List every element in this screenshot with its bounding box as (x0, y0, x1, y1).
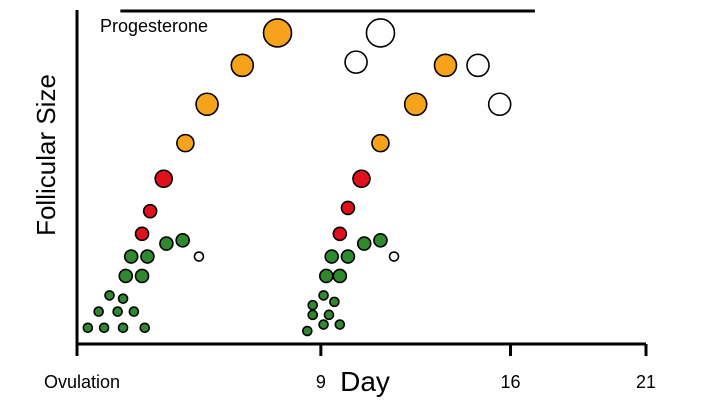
wave2-follicle-green (323, 309, 335, 321)
wave2-follicle-green (356, 236, 372, 251)
wave1-follicle-green (93, 306, 104, 317)
wave2-follicle-orange (403, 92, 428, 117)
wave1-follicle-green (175, 233, 190, 248)
wave1-follicle-green (134, 268, 150, 284)
wave2-follicle-green (332, 268, 348, 284)
wave1-follicle-red (142, 203, 158, 219)
wave2-follicle-green (302, 325, 313, 337)
wave2-follicle-green (318, 268, 334, 284)
wave2-follicle-orange (371, 133, 390, 153)
wave2-follicle-white (388, 251, 400, 262)
wave1-follicle-green (112, 306, 123, 317)
wave1-follicle-white (365, 18, 396, 48)
wave1-follicle-green (139, 322, 151, 334)
wave2-follicle-green (373, 233, 388, 248)
wave1-follicle-orange (230, 53, 255, 78)
wave2-follicle-red (332, 226, 348, 242)
wave1-follicle-green (128, 306, 140, 317)
x-tick-label: 9 (316, 372, 326, 392)
wave2-follicle-green (329, 296, 340, 308)
wave2-follicle-green (340, 249, 356, 264)
wave1-follicle-green (98, 322, 110, 334)
wave2-follicle-green (334, 319, 346, 330)
wave1-follicle-green (82, 322, 94, 334)
wave1-follicle-red (154, 169, 174, 189)
wave1-follicle-green (123, 249, 139, 264)
wave1-follicle-green (104, 290, 115, 301)
wave1-follicle-green (159, 236, 174, 251)
wave1-follicle-green (117, 293, 129, 304)
wave2-follicle-red (352, 169, 371, 189)
x-axis-title: Day (340, 366, 390, 397)
x-tick-label: 16 (501, 372, 521, 392)
x-tick-label: 21 (636, 372, 656, 392)
wave1-follicle-white (344, 50, 368, 74)
wave2-follicle-green (307, 299, 319, 311)
wave2-follicle-green (307, 309, 319, 321)
wave2-follicle-green (318, 319, 329, 330)
wave2-follicle-green (324, 249, 339, 264)
x-tick-label: Ovulation (44, 372, 120, 392)
wave2-follicle-white (466, 53, 490, 78)
wave1-follicle-white (193, 251, 205, 262)
wave1-follicle-green (117, 322, 129, 334)
wave1-follicle-orange (195, 92, 219, 117)
wave1-follicle-red (134, 226, 150, 242)
wave2-follicle-green (318, 290, 329, 301)
y-axis-title: Follicular Size (31, 74, 61, 236)
wave2-follicle-white (487, 92, 512, 117)
wave1-follicle-orange (262, 18, 293, 48)
wave2-follicle-red (340, 200, 356, 216)
follicle-dots (82, 18, 512, 337)
wave1-follicle-green (118, 268, 134, 284)
x-axis-ticks: Ovulation 9 16 21 (44, 344, 656, 392)
progesterone-label: Progesterone (100, 16, 208, 36)
wave2-follicle-orange (433, 53, 458, 78)
wave1-follicle-green (140, 249, 155, 264)
wave1-follicle-orange (176, 133, 195, 153)
